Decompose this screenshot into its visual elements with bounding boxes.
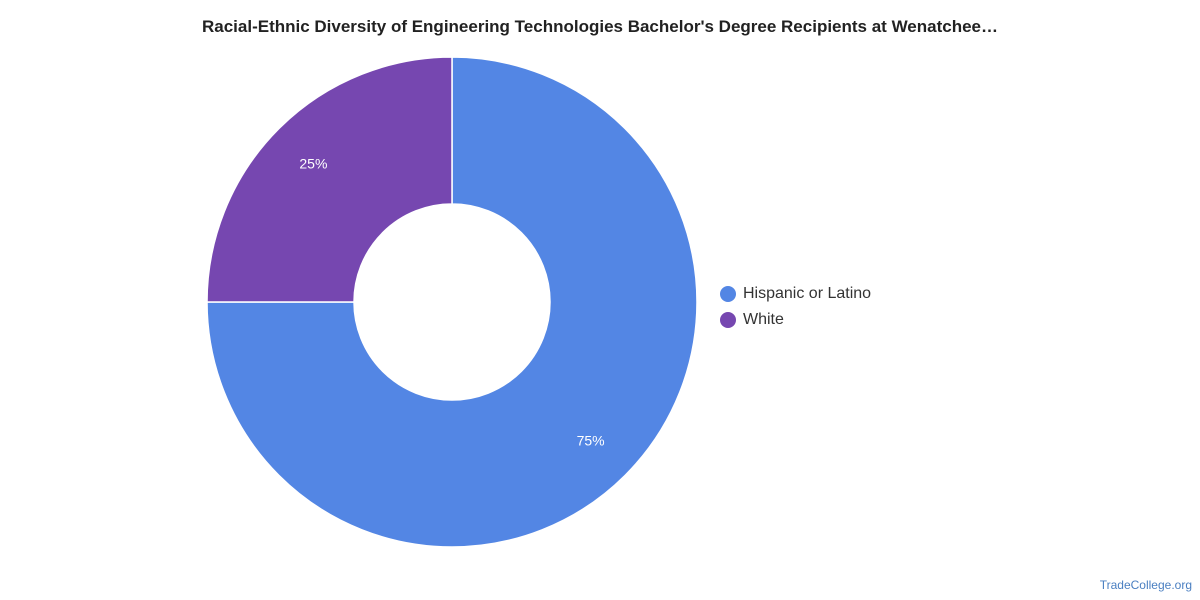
chart-legend: Hispanic or Latino White bbox=[720, 281, 871, 333]
legend-item-white[interactable]: White bbox=[720, 307, 871, 333]
chart-title: Racial-Ethnic Diversity of Engineering T… bbox=[201, 17, 999, 36]
legend-swatch-hispanic-or-latino bbox=[720, 286, 736, 302]
legend-label-hispanic-or-latino: Hispanic or Latino bbox=[743, 285, 872, 302]
slice-white[interactable] bbox=[206, 56, 453, 303]
legend-item-hispanic-or-latino[interactable]: Hispanic or Latino bbox=[720, 281, 871, 307]
legend-swatch-white bbox=[720, 312, 736, 328]
slice-label-hispanic-or-latino: 75% bbox=[577, 433, 605, 449]
legend-label-white: White bbox=[743, 311, 784, 328]
slice-hispanic-or-latino[interactable] bbox=[206, 56, 698, 548]
source-credit[interactable]: TradeCollege.org bbox=[1099, 578, 1192, 592]
slice-label-white: 25% bbox=[299, 155, 327, 171]
